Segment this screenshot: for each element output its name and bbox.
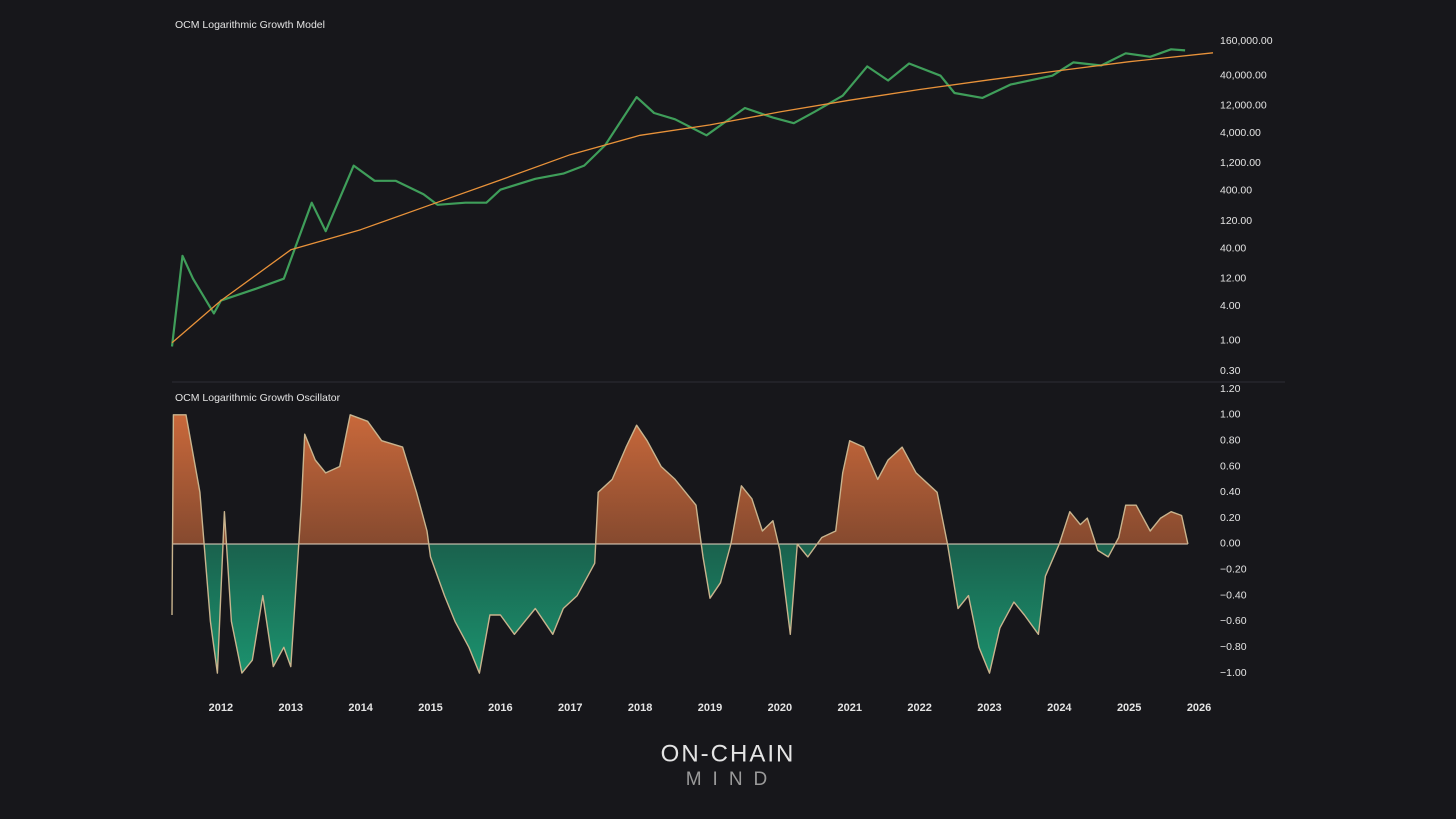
y-tick-label: 0.60 bbox=[1220, 460, 1241, 472]
x-tick-label: 2024 bbox=[1047, 702, 1072, 714]
x-tick-label: 2013 bbox=[279, 702, 303, 714]
y-tick-label: 1,200.00 bbox=[1220, 157, 1261, 169]
y-tick-label: 4,000.00 bbox=[1220, 127, 1261, 139]
x-tick-label: 2020 bbox=[768, 702, 792, 714]
y-tick-label: 12.00 bbox=[1220, 272, 1246, 284]
x-tick-label: 2023 bbox=[977, 702, 1001, 714]
y-tick-label: −0.40 bbox=[1220, 589, 1247, 601]
y-tick-label: 1.00 bbox=[1220, 409, 1241, 421]
y-tick-label: 12,000.00 bbox=[1220, 100, 1267, 112]
x-tick-label: 2016 bbox=[488, 702, 512, 714]
y-tick-label: 40.00 bbox=[1220, 242, 1246, 254]
x-tick-label: 2015 bbox=[418, 702, 442, 714]
y-tick-label: −0.60 bbox=[1220, 615, 1247, 627]
x-tick-label: 2018 bbox=[628, 702, 652, 714]
x-tick-label: 2014 bbox=[348, 702, 373, 714]
y-tick-label: 0.20 bbox=[1220, 512, 1241, 524]
y-tick-label: 0.80 bbox=[1220, 434, 1241, 446]
y-tick-label: 120.00 bbox=[1220, 215, 1252, 227]
y-tick-label: 1.00 bbox=[1220, 335, 1241, 347]
y-tick-label: −1.00 bbox=[1220, 667, 1247, 679]
y-tick-label: 0.40 bbox=[1220, 486, 1241, 498]
y-tick-label: 160,000.00 bbox=[1220, 35, 1273, 47]
x-tick-label: 2021 bbox=[837, 702, 861, 714]
logo-line1: ON-CHAIN bbox=[661, 740, 796, 767]
x-tick-label: 2017 bbox=[558, 702, 582, 714]
chart-title: OCM Logarithmic Growth Model bbox=[175, 19, 325, 31]
y-tick-label: 0.00 bbox=[1220, 538, 1241, 550]
logo-line2: MIND bbox=[686, 769, 779, 790]
x-tick-label: 2022 bbox=[907, 702, 931, 714]
y-tick-label: −0.80 bbox=[1220, 641, 1247, 653]
x-tick-label: 2026 bbox=[1187, 702, 1211, 714]
x-tick-label: 2025 bbox=[1117, 702, 1141, 714]
y-tick-label: 1.20 bbox=[1220, 383, 1241, 395]
series-line bbox=[170, 48, 1186, 347]
x-tick-label: 2019 bbox=[698, 702, 722, 714]
x-tick-label: 2012 bbox=[209, 702, 233, 714]
y-tick-label: 4.00 bbox=[1220, 300, 1241, 312]
y-tick-label: −0.20 bbox=[1220, 564, 1247, 576]
y-tick-label: 0.30 bbox=[1220, 365, 1241, 377]
oscillator-line bbox=[171, 414, 1189, 674]
y-tick-label: 400.00 bbox=[1220, 185, 1252, 197]
chart-title: OCM Logarithmic Growth Oscillator bbox=[175, 392, 341, 404]
series-line bbox=[171, 52, 1214, 344]
y-tick-label: 40,000.00 bbox=[1220, 69, 1267, 81]
